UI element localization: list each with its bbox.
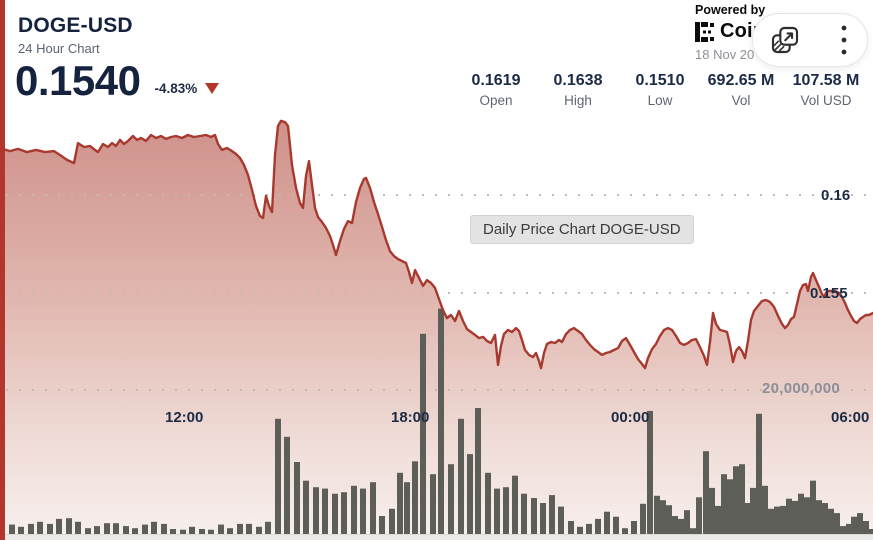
stat-high-value: 0.1638 bbox=[553, 72, 603, 89]
price-area-fill bbox=[0, 120, 873, 535]
time-label-1200: 12:00 bbox=[165, 409, 204, 426]
kebab-menu-icon bbox=[841, 25, 847, 55]
stat-high: 0.1638 High bbox=[554, 72, 603, 108]
stat-vol: 692.65 M Vol bbox=[708, 72, 775, 108]
chart-header: DOGE-USD 24 Hour Chart bbox=[18, 14, 133, 56]
price-axis-label-0155: 0.155 bbox=[810, 285, 848, 302]
stat-open-label: Open bbox=[479, 93, 513, 108]
time-label-0000: 00:00 bbox=[611, 409, 650, 426]
chart-date: 18 Nov 20 bbox=[695, 47, 755, 62]
volume-bars bbox=[0, 308, 873, 534]
last-price-row: 0.1540 -4.83% bbox=[15, 57, 220, 104]
coinbase-logo-icon bbox=[695, 21, 714, 42]
symbol-title: DOGE-USD bbox=[18, 14, 133, 37]
last-price: 0.1540 bbox=[15, 57, 141, 104]
powered-by-block: Powered by Coin 18 Nov 20 bbox=[695, 3, 765, 62]
gridlines bbox=[6, 194, 873, 391]
stat-low-value: 0.1510 bbox=[635, 72, 685, 89]
stat-vol-label: Vol bbox=[731, 93, 751, 108]
time-label-1800: 18:00 bbox=[391, 409, 430, 426]
open-popup-button[interactable] bbox=[769, 24, 801, 56]
volume-axis-label: 20,000,000 bbox=[762, 380, 841, 397]
price-axis-label-016: 0.16 bbox=[821, 187, 851, 204]
stat-vol-usd: 107.58 M Vol USD bbox=[793, 72, 860, 108]
change-wrap: -4.83% bbox=[154, 81, 220, 96]
chart-baseline-strip bbox=[0, 534, 873, 540]
chart-subtitle: 24 Hour Chart bbox=[18, 41, 100, 56]
widget-actions-pill bbox=[752, 13, 868, 67]
left-edge-accent-bar bbox=[0, 0, 5, 540]
stat-low: 0.1510 Low bbox=[636, 72, 685, 108]
price-change-percent: -4.83% bbox=[154, 81, 198, 96]
stat-open: 0.1619 Open bbox=[472, 72, 521, 108]
stat-vol-usd-value: 107.58 M bbox=[792, 72, 860, 89]
time-label-0600: 06:00 bbox=[831, 409, 870, 426]
ohlc-stats-row: 0.1619 Open 0.1638 High 0.1510 Low 692.6… bbox=[0, 72, 873, 112]
down-triangle-icon bbox=[205, 83, 220, 94]
stat-high-label: High bbox=[564, 93, 592, 108]
stat-open-value: 0.1619 bbox=[471, 72, 521, 89]
stat-low-label: Low bbox=[647, 93, 673, 108]
stat-vol-usd-label: Vol USD bbox=[800, 93, 852, 108]
open-popup-icon bbox=[771, 26, 799, 54]
chart-tooltip: Daily Price Chart DOGE-USD bbox=[470, 215, 694, 244]
kebab-menu-button[interactable] bbox=[837, 23, 851, 57]
price-line bbox=[0, 119, 873, 370]
stat-vol-value: 692.65 M bbox=[707, 72, 775, 89]
powered-by-label: Powered by bbox=[695, 3, 766, 17]
